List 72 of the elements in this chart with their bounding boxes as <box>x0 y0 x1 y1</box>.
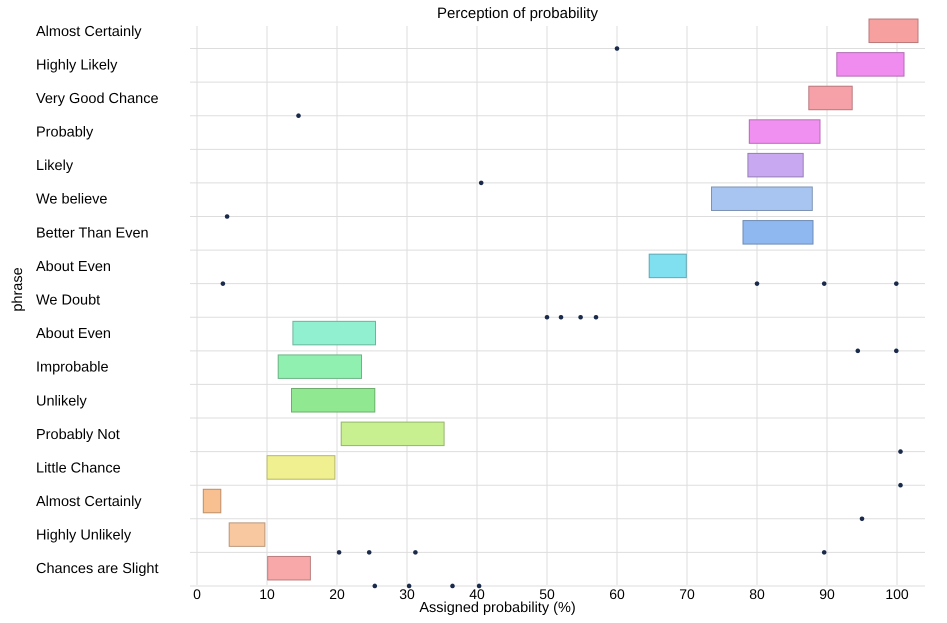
bar <box>292 320 376 346</box>
bar <box>648 254 687 278</box>
point <box>224 214 230 219</box>
y-tick-label: Probably Not <box>36 426 120 443</box>
point <box>478 180 484 186</box>
x-axis-title: Assigned probability (%) <box>419 600 576 616</box>
bar <box>202 488 222 514</box>
point <box>336 550 342 555</box>
x-tick-label: 20 <box>329 586 345 602</box>
bar <box>742 220 814 245</box>
bar <box>711 186 813 211</box>
bar <box>748 119 820 144</box>
y-tick-label: Unlikely <box>36 393 88 410</box>
point <box>894 348 899 354</box>
point <box>366 550 372 555</box>
point <box>544 314 550 320</box>
y-axis-title: phrase <box>10 267 26 312</box>
point <box>898 449 903 454</box>
bar <box>291 388 376 413</box>
y-tick-label: Almost Certainly <box>36 24 142 40</box>
x-tick-label: 40 <box>469 586 485 602</box>
x-tick-label: 50 <box>539 586 555 602</box>
x-tick-label: 10 <box>259 586 275 602</box>
y-tick-label: Highly Likely <box>36 57 118 74</box>
y-tick-label: Better Than Even <box>36 225 149 242</box>
point <box>578 314 583 320</box>
bar <box>267 556 311 580</box>
point <box>860 516 864 522</box>
point <box>822 550 826 555</box>
point <box>413 550 418 555</box>
point <box>406 584 412 588</box>
y-tick-label: Highly Unlikely <box>36 528 132 544</box>
y-tick-label: We Doubt <box>36 292 100 308</box>
y-tick-label: Probably <box>36 124 94 141</box>
x-tick-label: 30 <box>399 586 415 602</box>
bar <box>868 18 918 44</box>
y-tick-label: We believe <box>36 192 108 208</box>
x-tick-label: 0 <box>193 586 202 602</box>
y-tick-label: About Even <box>36 258 111 275</box>
bar <box>836 52 904 77</box>
y-tick-label: Improbable <box>36 360 109 376</box>
bar <box>808 86 853 110</box>
x-tick-label: 90 <box>819 586 835 602</box>
x-tick-label: 70 <box>679 586 695 602</box>
y-tick-label: Chances are Slight <box>36 561 159 578</box>
point <box>614 46 620 51</box>
point <box>594 314 598 320</box>
point <box>898 482 903 488</box>
x-tick-label: 100 <box>885 586 909 602</box>
y-tick-label: Almost Certainly <box>36 494 142 510</box>
y-tick-label: Little Chance <box>36 460 121 476</box>
point <box>856 348 860 354</box>
x-tick-label: 80 <box>749 586 765 602</box>
point <box>894 281 899 286</box>
y-tick-label: Very Good Chance <box>36 90 159 107</box>
point <box>450 584 455 588</box>
bar <box>228 522 266 547</box>
bar <box>278 354 362 379</box>
chart-title: Perception of probability <box>437 5 598 22</box>
y-tick-label: Likely <box>36 158 74 174</box>
point <box>296 113 301 118</box>
bar <box>340 422 445 446</box>
point <box>476 584 482 588</box>
point <box>372 584 378 588</box>
point <box>220 281 226 286</box>
x-tick-label: 60 <box>609 586 625 602</box>
point <box>558 314 564 320</box>
point <box>822 281 826 286</box>
bar <box>266 455 336 480</box>
point <box>754 281 760 286</box>
bar <box>747 152 804 178</box>
y-tick-label: About Even <box>36 326 111 342</box>
